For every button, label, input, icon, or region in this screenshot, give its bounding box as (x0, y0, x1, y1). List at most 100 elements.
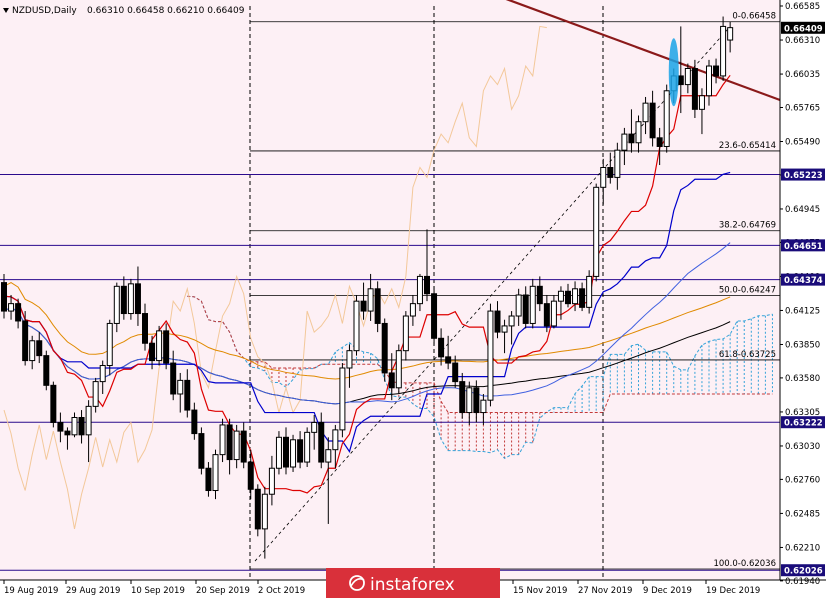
candle (720, 16, 727, 81)
candle-body (332, 429, 339, 451)
candle-body (593, 186, 600, 277)
candle-body (635, 121, 642, 144)
watermark-logo-icon (349, 575, 365, 591)
candle-body (642, 102, 649, 123)
candle (360, 282, 367, 320)
candle-body (261, 493, 268, 530)
candle-body (149, 342, 156, 362)
candle (177, 372, 184, 413)
candle (494, 301, 501, 339)
candle-body (170, 362, 177, 395)
candle (134, 266, 141, 326)
candle-body (367, 288, 374, 312)
candle-body (318, 421, 325, 463)
kijun-sen (3, 171, 731, 453)
candle (254, 484, 261, 537)
candle-body (275, 436, 282, 469)
candle (149, 335, 156, 370)
candle (593, 183, 600, 282)
time-tick-label: 29 Aug 2019 (66, 586, 120, 596)
candle-body (424, 275, 430, 295)
chart-header: NZDUSD,Daily 0.66310 0.66458 0.66210 0.6… (3, 6, 245, 16)
resistance-trend-line (505, 0, 781, 102)
candle-body (543, 303, 550, 327)
price-tag-label: 0.62026 (784, 567, 823, 577)
candle-body (127, 283, 134, 315)
candle-body (663, 90, 670, 147)
ichimoku-cloud (187, 295, 773, 459)
candle-body (720, 25, 727, 77)
candle-body (177, 379, 184, 395)
fib-label: 0-0.66458 (732, 12, 776, 22)
candle-body (445, 356, 452, 364)
candle (536, 276, 543, 312)
candle-body (409, 303, 416, 317)
axis-tick-label: 0.64945 (785, 205, 820, 215)
candle (247, 449, 254, 500)
candle-body (579, 288, 586, 308)
candle (656, 127, 663, 166)
candle-body (614, 149, 621, 178)
axis-tick-label: 0.63305 (785, 408, 820, 418)
candle-body (677, 75, 684, 86)
candle-body (22, 320, 29, 362)
symbol-label: NZDUSD,Daily (12, 6, 77, 16)
candle-body (226, 424, 233, 461)
candle-body (550, 300, 557, 327)
candle-body (600, 167, 607, 188)
candle (431, 286, 438, 345)
trend-lines[interactable] (436, 0, 781, 102)
candle (36, 332, 43, 364)
candle (283, 427, 289, 475)
axis-tick-label: 0.66310 (785, 36, 820, 46)
axis-tick-label: 0.63850 (785, 340, 820, 350)
candle (691, 59, 698, 119)
candle (50, 381, 57, 428)
candle-body (205, 467, 212, 492)
candle (346, 344, 353, 388)
fib-label: 23.6-0.65414 (719, 141, 776, 151)
brand-watermark: instaforex (326, 568, 500, 598)
candle (374, 281, 381, 333)
candle (572, 281, 579, 312)
candle (508, 311, 515, 345)
candle (367, 273, 374, 321)
candle-body (36, 340, 43, 357)
watermark-logo-swoosh-icon (350, 578, 365, 587)
collapse-arrow-icon[interactable] (3, 8, 9, 13)
candle-body (649, 102, 656, 139)
candle (64, 427, 71, 450)
candle (304, 427, 311, 468)
candle (106, 319, 113, 376)
candle-body (656, 137, 663, 147)
candle-body (698, 95, 705, 110)
candle (416, 273, 423, 312)
candle (318, 412, 325, 469)
candle (78, 410, 85, 444)
candle (184, 369, 191, 418)
senkou-span-a (187, 295, 773, 459)
candle-body (85, 405, 92, 436)
candle-body (487, 310, 494, 401)
candle (438, 328, 445, 366)
candle (170, 350, 177, 401)
time-tick-label: 10 Sep 2019 (131, 586, 185, 596)
time-tick-label: 2 Oct 2019 (258, 586, 305, 596)
candle (205, 462, 212, 497)
fib-label: 61.8-0.63725 (719, 350, 776, 360)
candle-body (15, 303, 22, 322)
candle (219, 418, 226, 463)
spike-highlight (668, 38, 679, 107)
axis-tick-label: 0.62485 (785, 509, 820, 519)
candle (29, 335, 36, 370)
candle-body (565, 290, 571, 305)
candle (212, 449, 219, 500)
watermark-brand: instaforex (370, 575, 455, 595)
candle (466, 381, 473, 425)
axis-tick-label: 0.66585 (785, 2, 820, 12)
candle (600, 158, 607, 205)
candle (402, 311, 409, 361)
ohlc-values: 0.66310 0.66458 0.66210 0.66409 (87, 6, 245, 16)
